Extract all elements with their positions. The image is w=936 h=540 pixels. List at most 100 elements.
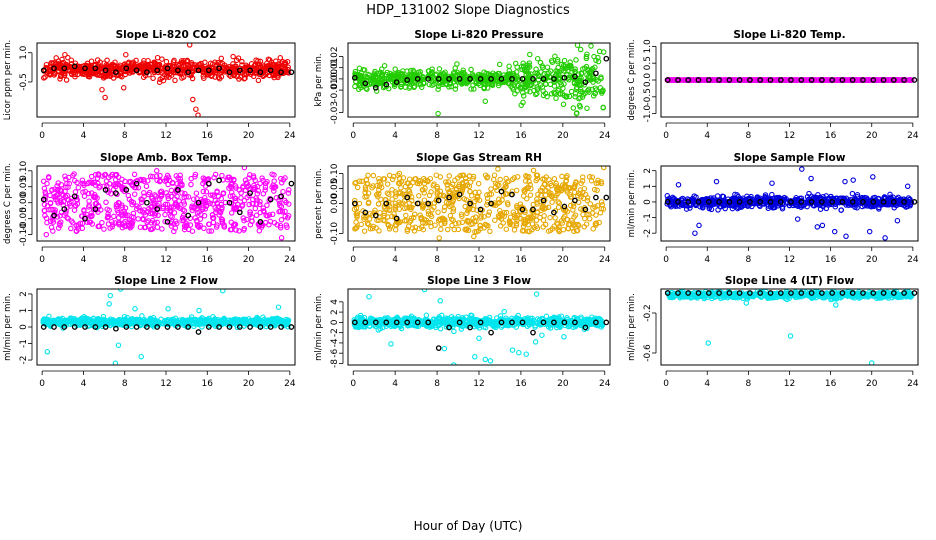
x-tick-label: 4 xyxy=(392,131,398,141)
data-point xyxy=(380,176,387,182)
data-point xyxy=(445,200,452,207)
hourly-point xyxy=(154,67,161,74)
data-point xyxy=(496,199,503,206)
data-point xyxy=(228,219,235,226)
data-point xyxy=(566,93,573,100)
data-point xyxy=(282,61,288,68)
data-point xyxy=(466,173,473,179)
panel-4: Slope Amb. Box Temp.0 4 8 12 16 20 24-0.10-0.0… xyxy=(3,152,296,265)
data-point xyxy=(280,188,286,195)
data-point xyxy=(195,112,201,117)
data-point xyxy=(88,190,95,196)
data-point xyxy=(352,83,358,90)
data-point xyxy=(91,194,98,201)
data-point xyxy=(725,196,731,202)
data-point xyxy=(445,179,452,185)
data-point xyxy=(470,215,476,222)
data-point xyxy=(195,223,202,230)
data-point xyxy=(503,191,510,197)
hourly-point xyxy=(71,63,78,70)
data-point xyxy=(513,220,520,227)
data-point xyxy=(692,230,698,236)
data-point xyxy=(469,71,476,78)
data-point xyxy=(452,73,458,79)
data-point xyxy=(285,64,291,70)
x-tick-label: 0 xyxy=(350,255,356,265)
hourly-point xyxy=(519,76,526,82)
data-point xyxy=(159,75,165,81)
data-point xyxy=(250,173,257,179)
data-point xyxy=(463,227,470,233)
data-point xyxy=(374,183,380,189)
data-point xyxy=(385,221,391,228)
data-point xyxy=(541,70,548,77)
data-point xyxy=(58,188,64,194)
data-point xyxy=(208,228,215,234)
data-point xyxy=(285,190,292,196)
hourly-point xyxy=(488,200,494,207)
data-point xyxy=(147,173,154,179)
data-point xyxy=(174,204,181,210)
data-point xyxy=(713,178,720,185)
data-point xyxy=(864,196,870,203)
data-point xyxy=(868,203,874,210)
data-point xyxy=(527,181,533,188)
data-point xyxy=(744,199,750,206)
data-point xyxy=(749,77,756,83)
data-point xyxy=(492,217,498,224)
data-point xyxy=(154,224,161,230)
data-point xyxy=(584,197,591,204)
data-point xyxy=(246,201,252,208)
hourly-point xyxy=(675,77,681,83)
data-point xyxy=(389,176,396,183)
data-point xyxy=(430,78,436,85)
data-point xyxy=(452,86,459,92)
data-point xyxy=(446,84,452,90)
data-point xyxy=(141,193,147,200)
data-point xyxy=(179,60,185,66)
hourly-point xyxy=(456,191,463,198)
data-point xyxy=(533,91,539,98)
data-point xyxy=(683,206,690,212)
y-axis-label: ml/min per min. xyxy=(627,170,637,238)
y-axis-label: degrees C per min. xyxy=(3,163,13,244)
data-point xyxy=(174,193,180,200)
data-point xyxy=(87,69,94,76)
y-tick-label: 1 xyxy=(643,183,653,189)
data-point xyxy=(43,61,50,68)
hourly-point xyxy=(603,194,610,201)
data-point xyxy=(549,193,555,200)
data-point xyxy=(153,64,159,71)
data-point xyxy=(421,80,427,87)
x-axis: 0 4 8 12 16 20 24 xyxy=(39,246,296,265)
data-point xyxy=(68,225,74,232)
y-axis-label: degrees C per min. xyxy=(627,39,637,120)
hourly-point xyxy=(205,180,212,187)
data-point xyxy=(482,98,489,105)
data-point xyxy=(47,200,54,207)
data-point xyxy=(427,219,434,226)
data-point xyxy=(188,60,195,66)
data-point xyxy=(527,214,533,220)
panel-title: Slope Li-820 CO2 xyxy=(116,29,217,41)
data-point xyxy=(363,177,370,183)
data-point xyxy=(396,170,403,177)
data-point xyxy=(60,199,67,205)
data-point xyxy=(269,184,275,190)
data-point xyxy=(67,203,74,209)
hourly-point xyxy=(278,69,284,76)
data-point xyxy=(522,81,528,87)
data-point xyxy=(165,195,172,202)
data-point xyxy=(878,77,885,83)
data-point xyxy=(567,194,574,200)
data-point xyxy=(269,211,276,218)
data-point xyxy=(870,174,876,180)
data-point xyxy=(482,221,489,228)
x-tick-label: 4 xyxy=(81,131,87,141)
hourly-point xyxy=(226,69,233,76)
data-point xyxy=(395,180,402,187)
data-point xyxy=(162,211,168,218)
data-point xyxy=(58,65,65,72)
data-point xyxy=(372,68,378,75)
data-point xyxy=(189,75,196,82)
